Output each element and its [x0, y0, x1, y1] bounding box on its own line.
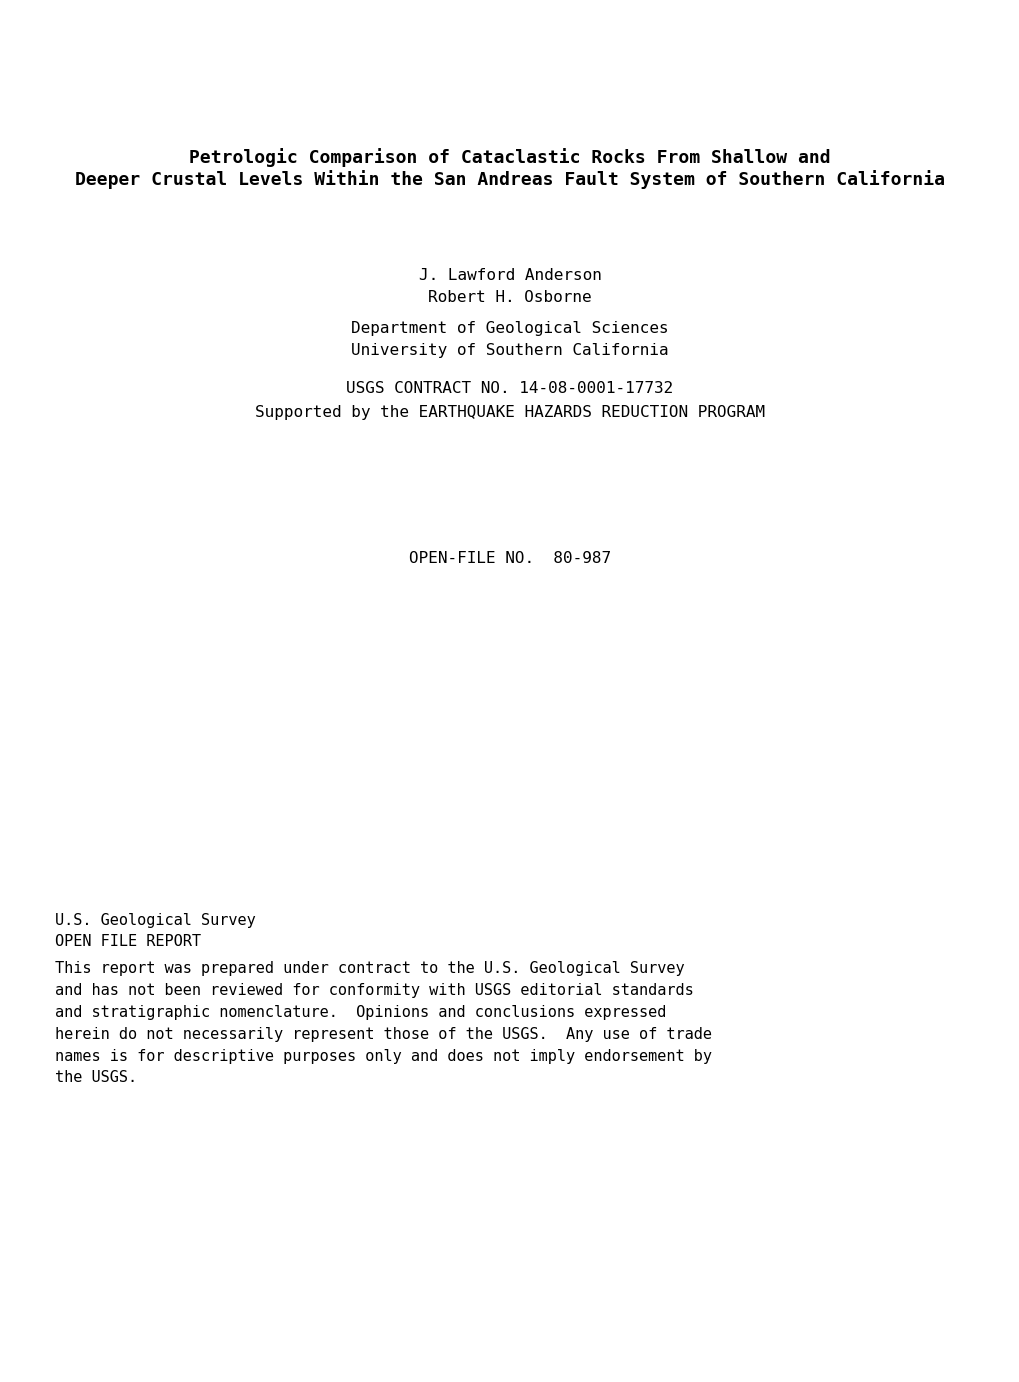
Text: Petrologic Comparison of Cataclastic Rocks From Shallow and: Petrologic Comparison of Cataclastic Roc… — [189, 148, 830, 167]
Text: names is for descriptive purposes only and does not imply endorsement by: names is for descriptive purposes only a… — [55, 1049, 711, 1064]
Text: the USGS.: the USGS. — [55, 1071, 137, 1085]
Text: Robert H. Osborne: Robert H. Osborne — [428, 289, 591, 304]
Text: USGS CONTRACT NO. 14-08-0001-17732: USGS CONTRACT NO. 14-08-0001-17732 — [346, 380, 673, 395]
Text: J. Lawford Anderson: J. Lawford Anderson — [418, 268, 601, 282]
Text: Supported by the EARTHQUAKE HAZARDS REDUCTION PROGRAM: Supported by the EARTHQUAKE HAZARDS REDU… — [255, 405, 764, 420]
Text: U.S. Geological Survey: U.S. Geological Survey — [55, 912, 256, 927]
Text: herein do not necessarily represent those of the USGS.  Any use of trade: herein do not necessarily represent thos… — [55, 1027, 711, 1042]
Text: This report was prepared under contract to the U.S. Geological Survey: This report was prepared under contract … — [55, 960, 684, 976]
Text: Department of Geological Sciences: Department of Geological Sciences — [351, 321, 668, 336]
Text: OPEN FILE REPORT: OPEN FILE REPORT — [55, 934, 201, 949]
Text: University of Southern California: University of Southern California — [351, 343, 668, 358]
Text: and has not been reviewed for conformity with USGS editorial standards: and has not been reviewed for conformity… — [55, 983, 693, 998]
Text: Deeper Crustal Levels Within the San Andreas Fault System of Southern California: Deeper Crustal Levels Within the San And… — [75, 170, 944, 189]
Text: OPEN-FILE NO.  80-987: OPEN-FILE NO. 80-987 — [409, 550, 610, 565]
Text: and stratigraphic nomenclature.  Opinions and conclusions expressed: and stratigraphic nomenclature. Opinions… — [55, 1005, 665, 1020]
